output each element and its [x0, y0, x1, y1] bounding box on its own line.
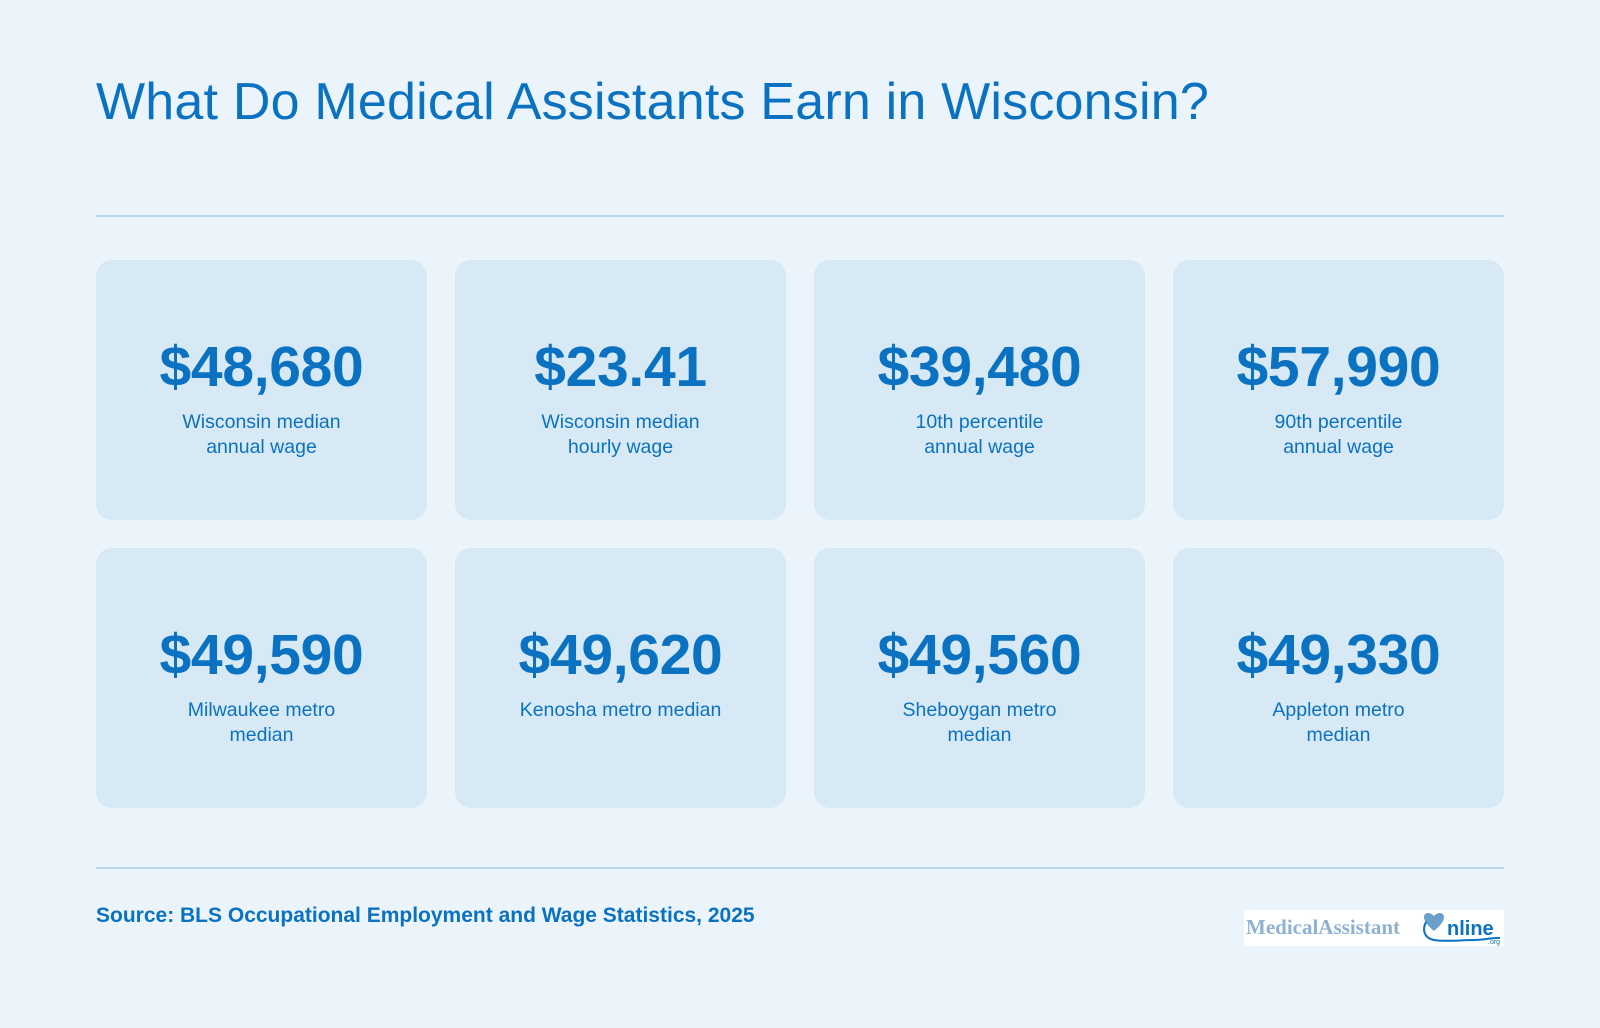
- stat-card: $49,590 Milwaukee metro median: [96, 548, 427, 808]
- stat-label: 10th percentile annual wage: [915, 411, 1044, 458]
- stat-label: Sheboygan metro median: [902, 699, 1057, 746]
- stat-card: $49,560 Sheboygan metro median: [814, 548, 1145, 808]
- stethoscope-heart-icon: [1424, 913, 1444, 931]
- stat-card: $57,990 90th percentile annual wage: [1173, 260, 1504, 520]
- stat-label: 90th percentile annual wage: [1274, 411, 1403, 458]
- site-logo: MedicalAssistant nline .org: [1244, 910, 1504, 946]
- stats-grid: $48,680 Wisconsin median annual wage $23…: [96, 260, 1504, 808]
- stat-value: $49,560: [877, 623, 1082, 687]
- stat-value: $49,330: [1236, 623, 1441, 687]
- page-title: What Do Medical Assistants Earn in Wisco…: [96, 73, 1209, 131]
- stat-card: $39,480 10th percentile annual wage: [814, 260, 1145, 520]
- stethoscope-tube-icon: [1423, 921, 1501, 942]
- stat-label: Wisconsin median hourly wage: [541, 411, 700, 458]
- stat-card: $49,620 Kenosha metro median: [455, 548, 786, 808]
- stat-label: Wisconsin median annual wage: [182, 411, 341, 458]
- stat-label: Milwaukee metro median: [187, 699, 336, 746]
- logo-text-online: nline: [1447, 918, 1494, 940]
- stat-value: $49,620: [518, 623, 723, 687]
- stat-value: $23.41: [534, 335, 707, 399]
- stat-card: $23.41 Wisconsin median hourly wage: [455, 260, 786, 520]
- stat-value: $48,680: [159, 335, 364, 399]
- logo-text-suffix: .org: [1488, 939, 1500, 946]
- top-divider: [96, 215, 1504, 217]
- stat-value: $49,590: [159, 623, 364, 687]
- source-citation: Source: BLS Occupational Employment and …: [96, 904, 755, 927]
- stat-label: Appleton metro median: [1272, 699, 1405, 746]
- infographic: What Do Medical Assistants Earn in Wisco…: [96, 0, 1504, 1028]
- bottom-divider: [96, 867, 1504, 869]
- logo-text-main: MedicalAssistant: [1246, 915, 1400, 939]
- stat-label: Kenosha metro median: [519, 699, 722, 721]
- stat-value: $57,990: [1236, 335, 1441, 399]
- stat-card: $49,330 Appleton metro median: [1173, 548, 1504, 808]
- logo-mark: MedicalAssistant nline .org: [1246, 913, 1501, 946]
- stat-value: $39,480: [877, 335, 1082, 399]
- stat-card: $48,680 Wisconsin median annual wage: [96, 260, 427, 520]
